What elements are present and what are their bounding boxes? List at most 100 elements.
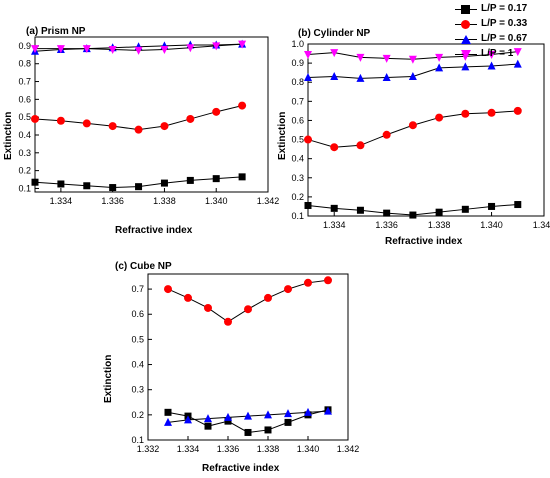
y-tick-label: 0.5 bbox=[18, 112, 31, 122]
data-point-circle bbox=[487, 108, 496, 117]
panel-c-ylabel: Extinction bbox=[103, 354, 114, 403]
data-point-circle bbox=[212, 107, 221, 116]
x-tick-label: 1.340 bbox=[205, 196, 228, 206]
legend-label: L/P = 0.17 bbox=[481, 3, 528, 14]
legend-triangle-down-marker bbox=[461, 49, 471, 59]
data-point-square bbox=[461, 205, 469, 213]
panel-a-ylabel: Extinction bbox=[3, 111, 14, 160]
data-point-triangle-up bbox=[204, 414, 212, 423]
data-point-square bbox=[330, 204, 338, 212]
data-point-triangle-up bbox=[513, 59, 522, 68]
y-tick-label: 0.2 bbox=[291, 192, 304, 202]
y-tick-label: 0.7 bbox=[291, 96, 304, 106]
panel-c-title: (c) Cube NP bbox=[115, 261, 172, 272]
panel-a-title: (a) Prism NP bbox=[26, 26, 86, 37]
series-line bbox=[167, 279, 329, 323]
data-point-triangle-up bbox=[408, 71, 417, 80]
y-tick-label: 0.3 bbox=[18, 148, 31, 158]
data-point-square bbox=[284, 418, 292, 426]
data-point-square bbox=[164, 408, 172, 416]
y-tick-label: 0.6 bbox=[291, 115, 304, 125]
x-tick-label: 1.338 bbox=[153, 196, 176, 206]
data-point-circle bbox=[164, 285, 172, 294]
data-point-triangle-up bbox=[164, 417, 172, 426]
data-point-square bbox=[244, 428, 252, 436]
data-point-circle bbox=[408, 121, 417, 130]
data-point-triangle-down bbox=[238, 40, 247, 49]
data-point-triangle-down bbox=[31, 45, 39, 54]
data-point-circle bbox=[356, 141, 365, 150]
data-point-triangle-up bbox=[304, 407, 312, 416]
y-tick-label: 0.4 bbox=[291, 154, 304, 164]
x-tick-label: 1.334 bbox=[323, 220, 346, 230]
x-tick-label: 1.342 bbox=[337, 444, 360, 454]
data-point-circle bbox=[461, 109, 470, 118]
legend-item-lp-033: L/P = 0.33 bbox=[455, 16, 549, 31]
data-point-triangle-down bbox=[435, 53, 444, 62]
data-point-square bbox=[83, 182, 91, 190]
data-point-square bbox=[383, 209, 391, 217]
plot-frame bbox=[307, 43, 545, 217]
data-point-triangle-up bbox=[487, 61, 496, 70]
y-tick-label: 0.3 bbox=[291, 173, 304, 183]
data-point-triangle-up bbox=[324, 406, 332, 415]
y-tick-label: 0.9 bbox=[291, 58, 304, 68]
x-tick-label: 1.332 bbox=[137, 444, 160, 454]
data-point-triangle-up bbox=[184, 415, 192, 424]
data-point-triangle-down bbox=[382, 54, 391, 63]
data-point-circle bbox=[160, 122, 169, 131]
data-point-circle bbox=[238, 101, 247, 110]
panel-b-xlabel: Refractive index bbox=[385, 236, 463, 247]
x-tick-label: 1.338 bbox=[257, 444, 280, 454]
legend-item-lp-017: L/P = 0.17 bbox=[455, 1, 549, 16]
y-tick-label: 0.2 bbox=[131, 410, 144, 420]
y-tick-label: 1.0 bbox=[291, 39, 304, 49]
legend-triangle-up-marker bbox=[461, 34, 471, 44]
data-point-square bbox=[238, 173, 246, 181]
data-point-square bbox=[109, 184, 117, 192]
data-point-circle bbox=[224, 317, 232, 326]
panel-a-xlabel: Refractive index bbox=[115, 225, 193, 236]
data-point-square bbox=[409, 211, 417, 219]
data-point-circle bbox=[108, 122, 117, 131]
data-point-circle bbox=[264, 293, 272, 302]
y-tick-label: 0.7 bbox=[131, 284, 144, 294]
data-point-square bbox=[212, 175, 220, 183]
x-tick-label: 1.342 bbox=[533, 220, 550, 230]
data-point-triangle-down bbox=[408, 55, 417, 64]
legend-square-marker bbox=[461, 4, 470, 14]
data-point-square bbox=[186, 176, 194, 184]
data-point-triangle-down bbox=[56, 45, 65, 54]
data-point-triangle-down bbox=[186, 44, 195, 53]
data-point-triangle-down bbox=[108, 45, 117, 54]
data-point-triangle-up bbox=[224, 412, 232, 421]
data-point-square bbox=[264, 426, 272, 434]
data-point-circle bbox=[435, 113, 444, 122]
y-tick-label: 0.4 bbox=[18, 130, 31, 140]
data-point-circle bbox=[186, 114, 195, 123]
data-point-triangle-up bbox=[330, 71, 339, 80]
y-tick-label: 0.1 bbox=[18, 183, 31, 193]
plot-frame bbox=[147, 273, 349, 441]
panel-b-title: (b) Cylinder NP bbox=[298, 28, 371, 39]
data-point-triangle-down bbox=[356, 53, 365, 62]
y-tick-label: 0.6 bbox=[18, 94, 31, 104]
x-tick-label: 1.342 bbox=[257, 196, 280, 206]
legend-label: L/P = 0.67 bbox=[481, 33, 528, 44]
data-point-triangle-down bbox=[304, 51, 312, 60]
data-point-circle bbox=[304, 135, 312, 144]
legend: L/P = 0.17 L/P = 0.33 L/P = 0.67 L/P = 1 bbox=[455, 1, 549, 61]
y-tick-label: 0.9 bbox=[18, 41, 31, 51]
y-tick-label: 0.3 bbox=[131, 385, 144, 395]
legend-label: L/P = 1 bbox=[481, 48, 514, 59]
x-tick-label: 1.340 bbox=[297, 444, 320, 454]
data-point-square bbox=[488, 202, 496, 210]
data-point-square bbox=[31, 178, 39, 186]
data-point-triangle-down bbox=[487, 51, 496, 60]
data-point-circle bbox=[82, 119, 91, 128]
y-tick-label: 0.6 bbox=[131, 309, 144, 319]
data-point-circle bbox=[284, 285, 292, 294]
data-point-square bbox=[160, 179, 168, 187]
